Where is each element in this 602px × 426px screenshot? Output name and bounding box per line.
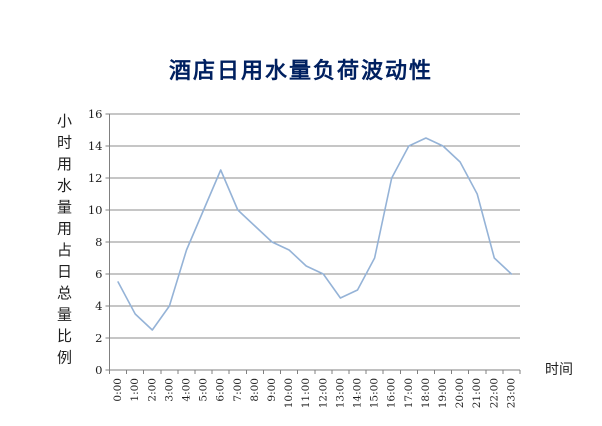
y-tick-label: 4	[95, 299, 102, 313]
x-tick-label: 20:00	[454, 378, 466, 408]
y-tick-label: 10	[88, 203, 103, 217]
x-tick-label: 7:00	[232, 378, 244, 402]
y-tick-label: 14	[88, 139, 103, 153]
x-tick-label: 9:00	[266, 378, 278, 402]
x-tick-label: 13:00	[334, 378, 346, 408]
y-tick-label: 2	[95, 331, 102, 345]
x-tick-label: 3:00	[163, 378, 175, 402]
x-tick-label: 17:00	[403, 378, 415, 408]
x-tick-label: 1:00	[129, 378, 141, 402]
x-tick-label: 0:00	[112, 378, 124, 402]
x-tick-label: 15:00	[369, 378, 381, 408]
series-line	[117, 137, 513, 331]
x-axis-title: 时间	[545, 362, 573, 378]
chart-title: 酒店日用水量负荷波动性	[168, 58, 433, 84]
x-tick-label: 22:00	[488, 378, 500, 408]
x-tick-label: 4:00	[180, 378, 192, 402]
x-tick-label: 16:00	[386, 378, 398, 408]
y-tick-label: 16	[88, 107, 103, 121]
x-tick-label: 23:00	[505, 378, 517, 408]
x-tick-label: 8:00	[249, 378, 261, 402]
x-tick-label: 18:00	[420, 378, 432, 408]
x-tick-label: 21:00	[471, 378, 483, 408]
x-tick-label: 5:00	[198, 378, 210, 402]
y-tick-label: 6	[95, 267, 102, 281]
x-tick-label: 19:00	[437, 378, 449, 408]
y-axis-title: 小时用水量用占日总量比例	[55, 113, 73, 371]
y-tick-label: 8	[95, 235, 102, 249]
x-tick-label: 14:00	[352, 378, 364, 408]
x-tick-label: 2:00	[146, 378, 158, 402]
y-tick-label: 0	[95, 363, 102, 377]
x-tick-label: 6:00	[215, 378, 227, 402]
x-tick-label: 10:00	[283, 378, 295, 408]
x-tick-label: 12:00	[317, 378, 329, 408]
y-tick-label: 12	[88, 171, 103, 185]
x-tick-label: 11:00	[300, 378, 312, 408]
